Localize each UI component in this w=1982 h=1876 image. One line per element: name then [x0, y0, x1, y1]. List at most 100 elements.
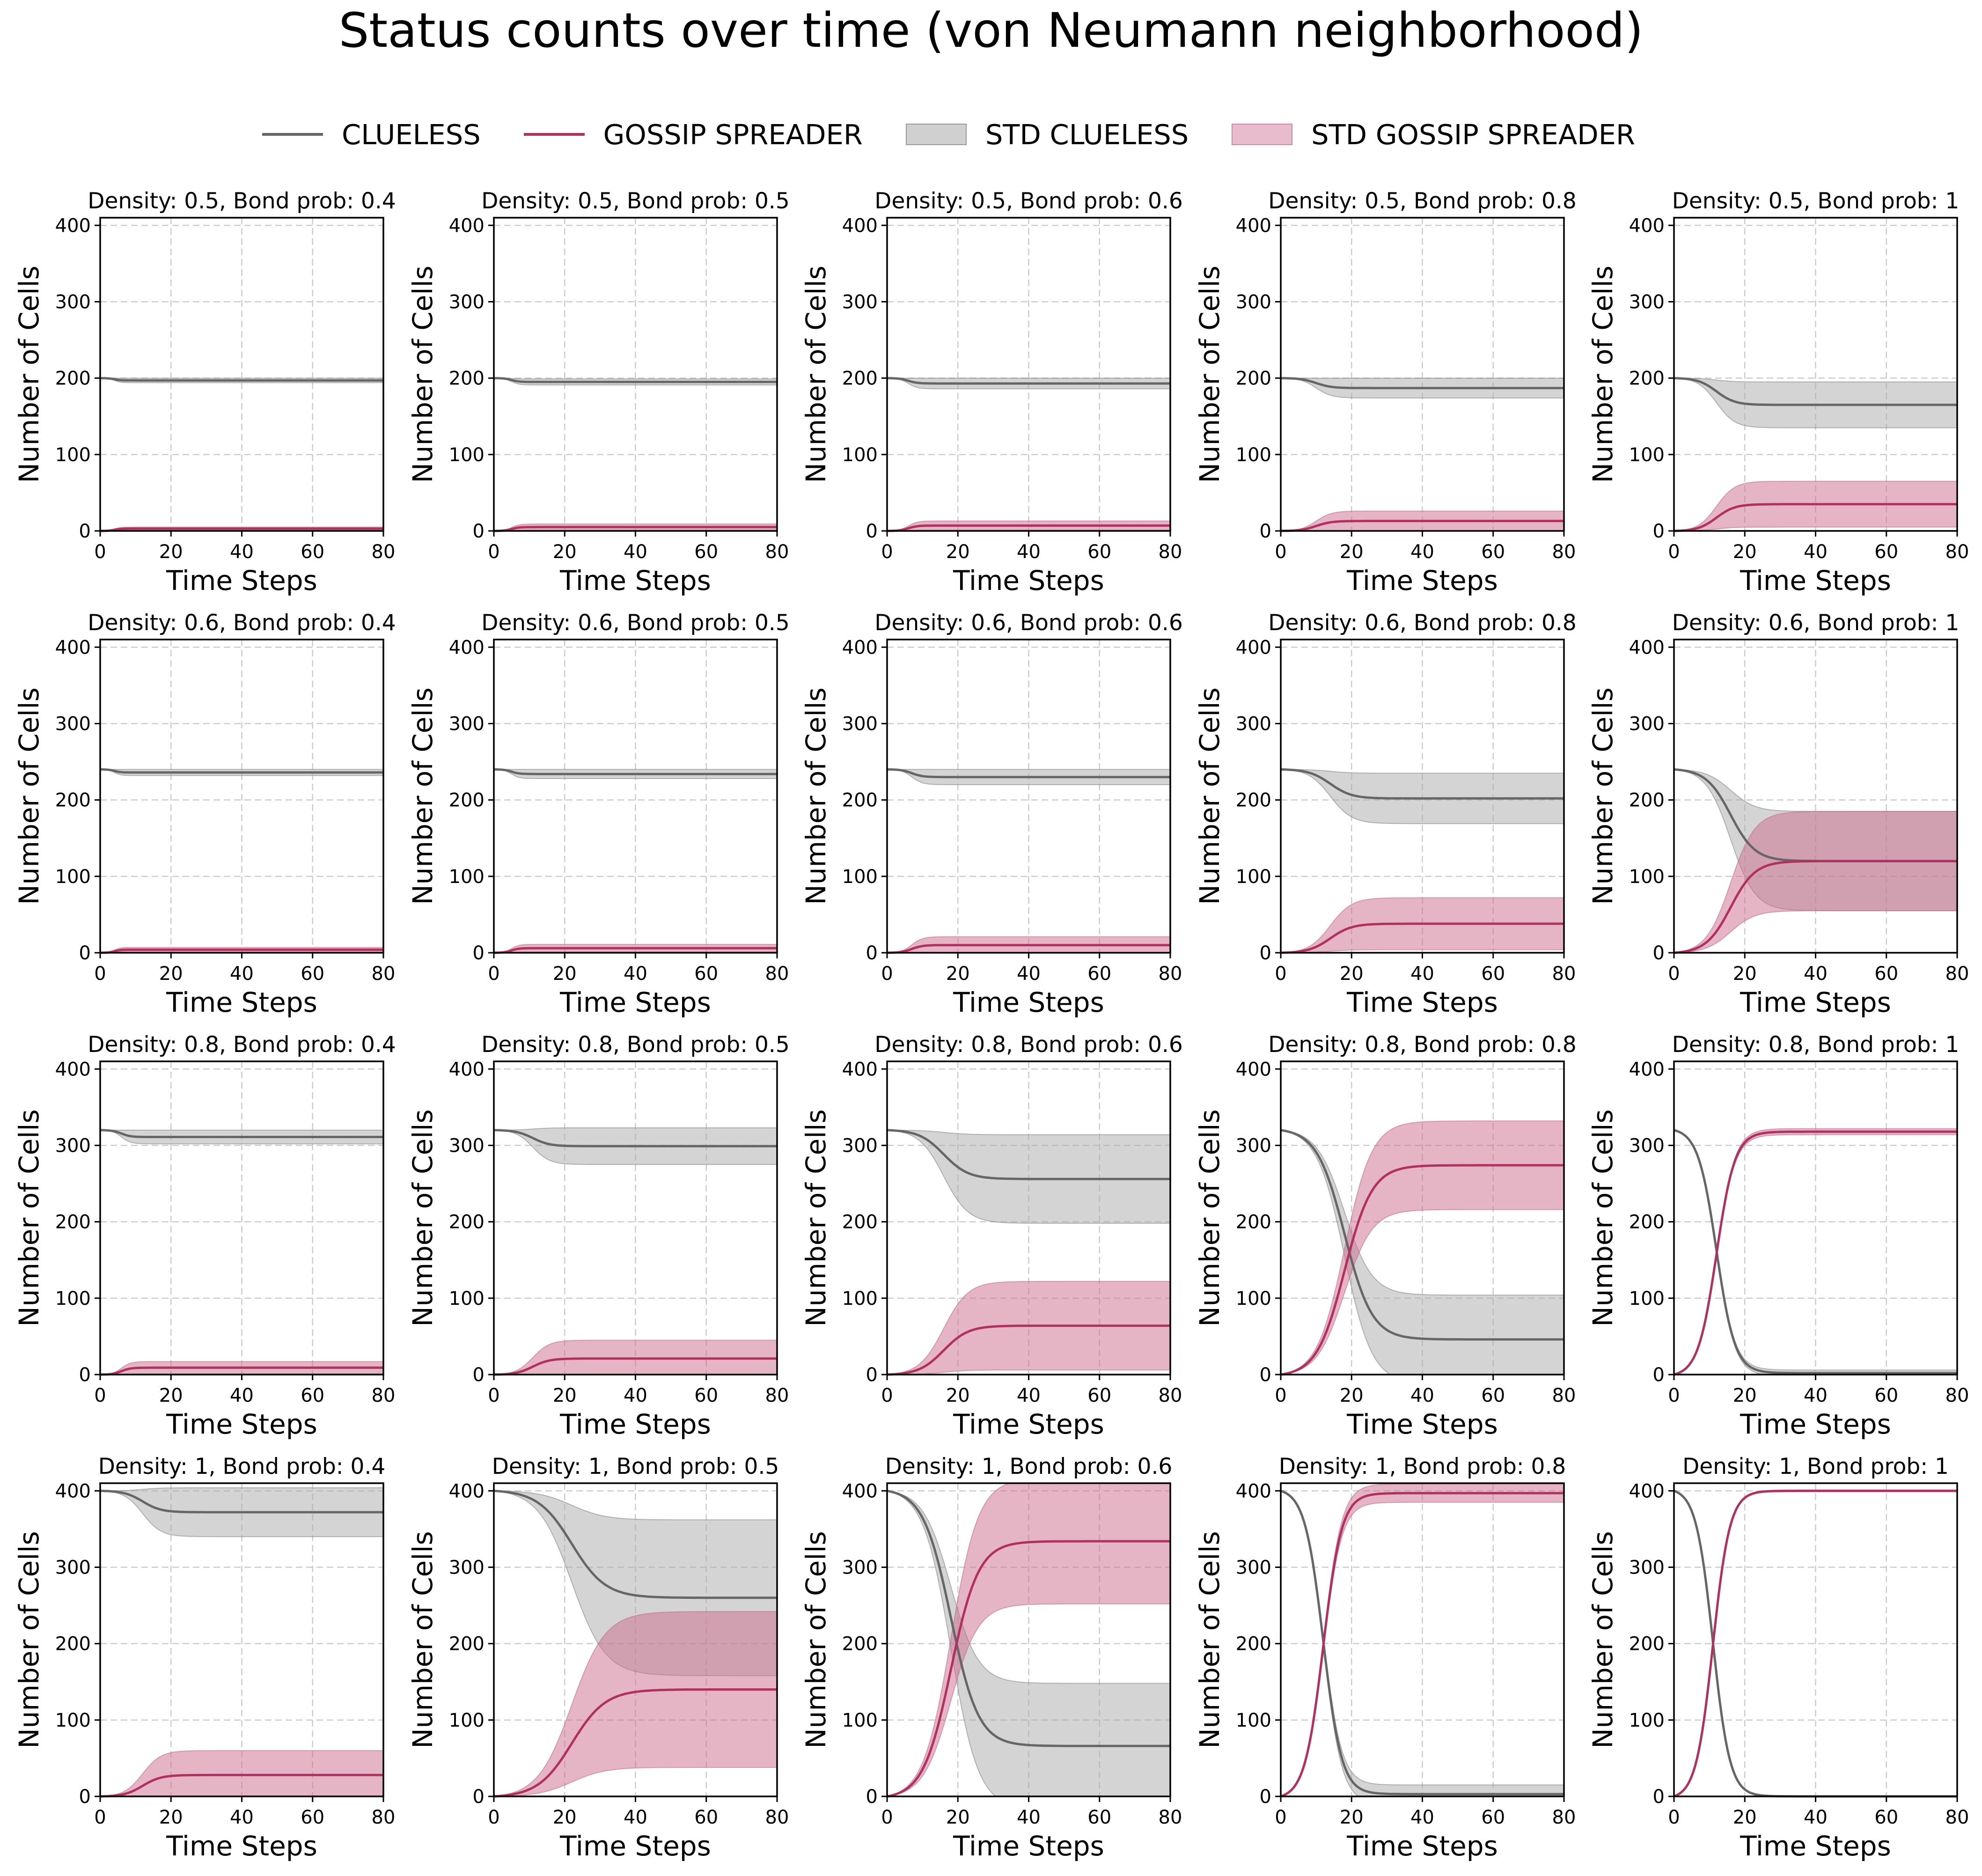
- x-axis-label: Time Steps: [559, 565, 711, 596]
- gossip-spreader-line: [100, 949, 383, 954]
- x-axis-label: Time Steps: [953, 565, 1104, 596]
- gossip-spreader-line: [887, 1540, 1170, 1798]
- x-tick-label: 60: [1087, 1385, 1111, 1406]
- legend-swatch-gossip-spreader: [523, 133, 585, 136]
- y-tick-label: 400: [1236, 215, 1271, 236]
- clueless-line: [887, 1129, 1170, 1180]
- gossip-spreader-line: [1280, 922, 1564, 954]
- gossip-spreader-line: [493, 1688, 777, 1798]
- y-tick-label: 400: [842, 637, 878, 658]
- y-tick-label: 400: [449, 1059, 484, 1080]
- x-tick-label: 20: [553, 541, 577, 563]
- y-tick-label: 200: [1629, 1212, 1665, 1233]
- x-tick-label: 20: [1733, 541, 1757, 563]
- x-tick-label: 80: [1159, 1385, 1182, 1406]
- y-tick-label: 100: [1236, 1288, 1271, 1310]
- x-tick-label: 0: [488, 963, 499, 985]
- y-tick-label: 200: [1236, 1212, 1271, 1233]
- subplot: 0 20 40 60 80 0 100 200 300 400 Density: 1, Bond p…: [407, 1454, 789, 1862]
- y-tick-label: 400: [1629, 1480, 1665, 1502]
- x-tick-label: 60: [1874, 1385, 1898, 1406]
- std-gossip-spreader-band: [1674, 480, 1958, 531]
- x-tick-label: 20: [946, 1807, 970, 1828]
- legend-label-clueless: CLUELESS: [342, 118, 481, 151]
- x-tick-label: 0: [94, 541, 106, 563]
- y-tick-label: 100: [449, 1710, 484, 1731]
- y-tick-label: 300: [1629, 713, 1665, 735]
- x-tick-label: 40: [230, 963, 254, 985]
- y-tick-label: 100: [1236, 1710, 1271, 1731]
- y-tick-label: 200: [55, 1633, 91, 1655]
- x-tick-label: 80: [1159, 963, 1182, 985]
- x-tick-label: 0: [1275, 963, 1286, 985]
- legend-swatch-clueless: [262, 133, 323, 136]
- gossip-spreader-line: [494, 526, 777, 532]
- x-tick-label: 80: [1945, 1385, 1969, 1406]
- x-tick-label: 20: [946, 963, 970, 985]
- y-tick-label: 0: [1260, 521, 1271, 542]
- clueless-line: [100, 1489, 383, 1514]
- x-tick-label: 20: [1340, 541, 1364, 563]
- x-axis-label: Time Steps: [953, 986, 1104, 1018]
- x-tick-label: 60: [1087, 1807, 1111, 1828]
- y-tick-label: 100: [55, 866, 91, 888]
- y-tick-label: 100: [1236, 444, 1271, 466]
- x-tick-label: 0: [94, 1385, 106, 1406]
- subplot-title: Density: 0.8, Bond prob: 1: [1672, 1032, 1960, 1058]
- x-tick-label: 20: [1340, 1807, 1364, 1828]
- subplot-title: Density: 1, Bond prob: 0.4: [98, 1454, 386, 1479]
- subplot-title: Density: 0.8, Bond prob: 0.6: [874, 1032, 1182, 1058]
- y-axis-label: Number of Cells: [407, 1531, 439, 1748]
- gossip-spreader-line: [1674, 1489, 1957, 1798]
- x-tick-label: 60: [1481, 1385, 1505, 1406]
- clueless-line: [1280, 1489, 1564, 1795]
- x-tick-label: 60: [694, 963, 718, 985]
- x-tick-label: 80: [372, 1385, 396, 1406]
- y-tick-label: 400: [1629, 215, 1665, 236]
- y-tick-label: 400: [1629, 637, 1665, 658]
- gossip-spreader-line: [493, 1357, 777, 1376]
- x-tick-label: 60: [301, 541, 324, 563]
- gossip-spreader-line: [1674, 503, 1957, 532]
- gossip-spreader-line: [1280, 1164, 1564, 1376]
- x-tick-label: 80: [1552, 1385, 1576, 1406]
- y-axis-label: Number of Cells: [13, 1109, 45, 1326]
- y-axis-label: Number of Cells: [1194, 1531, 1226, 1748]
- y-tick-label: 200: [1236, 368, 1271, 390]
- clueless-line: [887, 768, 1170, 779]
- subplot-title: Density: 1, Bond prob: 0.8: [1279, 1454, 1566, 1479]
- y-tick-label: 400: [55, 215, 91, 236]
- x-tick-label: 40: [1017, 963, 1041, 985]
- subplot-title: Density: 1, Bond prob: 0.5: [492, 1454, 779, 1479]
- x-tick-label: 0: [1275, 1807, 1286, 1828]
- x-tick-label: 0: [1275, 1385, 1286, 1406]
- x-axis-label: Time Steps: [1346, 986, 1498, 1018]
- subplot-title: Density: 1, Bond prob: 1: [1682, 1454, 1949, 1479]
- legend-item-clueless: CLUELESS: [262, 118, 481, 151]
- subplot: 0 20 40 60 80 0 100 200 300 400 Density: 1, Bond p…: [1194, 1454, 1576, 1862]
- x-tick-label: 0: [1668, 963, 1680, 985]
- x-axis-label: Time Steps: [953, 1408, 1104, 1440]
- y-axis-label: Number of Cells: [13, 687, 45, 905]
- y-tick-label: 0: [866, 1364, 878, 1386]
- x-axis-label: Time Steps: [1740, 1408, 1891, 1440]
- y-axis-label: Number of Cells: [1587, 1531, 1619, 1748]
- clueless-line: [494, 1129, 777, 1148]
- x-tick-label: 80: [765, 541, 789, 563]
- x-tick-label: 40: [230, 1807, 254, 1828]
- x-tick-label: 20: [1340, 963, 1364, 985]
- x-tick-label: 40: [624, 541, 647, 563]
- x-tick-label: 60: [1481, 963, 1505, 985]
- subplot-title: Density: 0.8, Bond prob: 0.8: [1268, 1032, 1576, 1058]
- x-tick-label: 0: [881, 963, 893, 985]
- std-clueless-band: [887, 1129, 1171, 1224]
- x-tick-label: 60: [301, 1807, 324, 1828]
- std-clueless-band: [1280, 769, 1564, 824]
- x-axis-label: Time Steps: [1740, 986, 1891, 1018]
- y-axis-label: Number of Cells: [407, 687, 439, 905]
- y-tick-label: 400: [55, 1480, 91, 1502]
- x-tick-label: 80: [1552, 1807, 1576, 1828]
